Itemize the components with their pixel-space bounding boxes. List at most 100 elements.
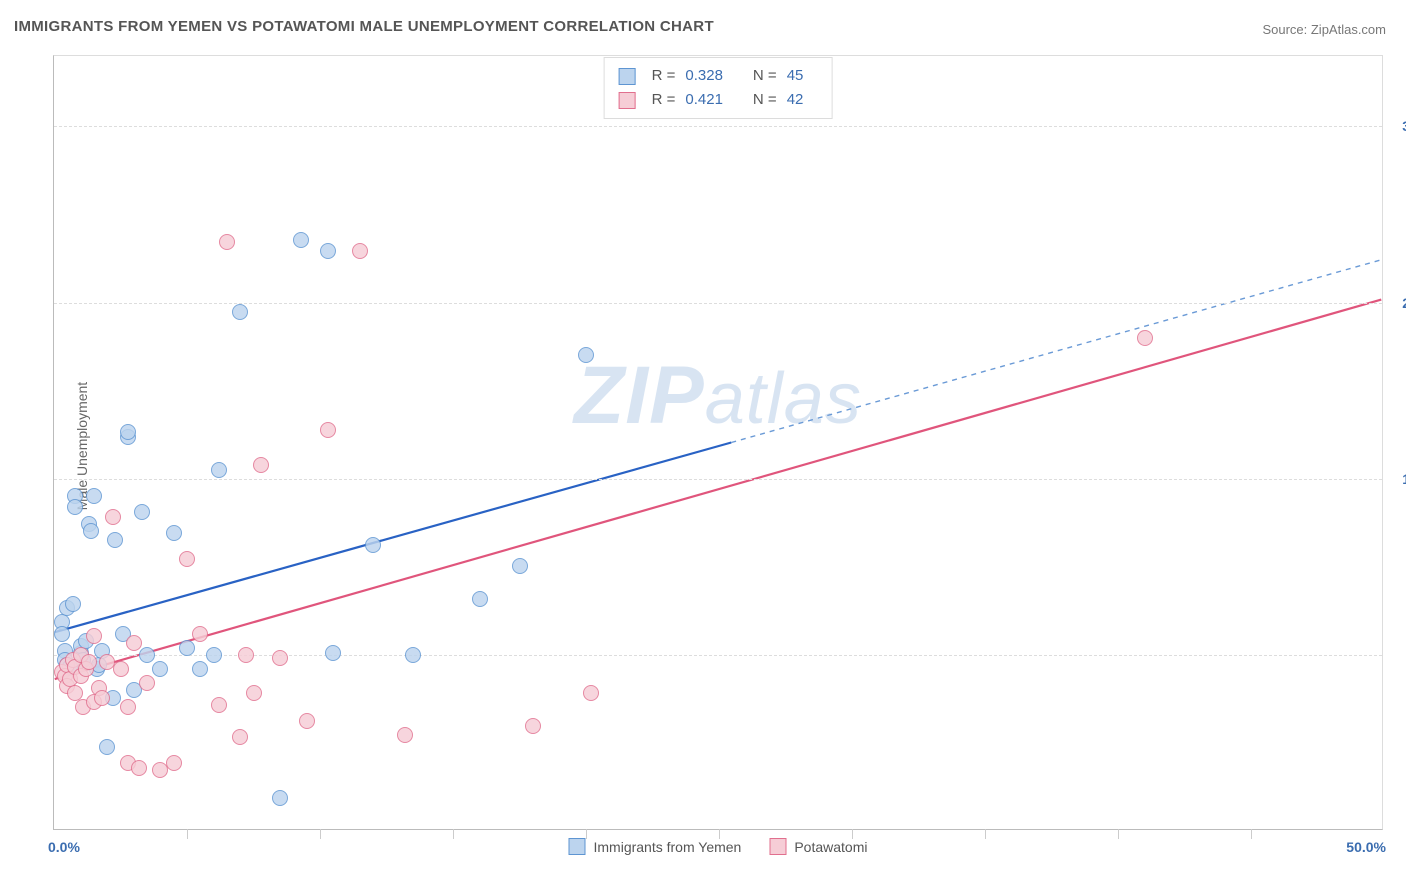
scatter-point [365, 537, 381, 553]
scatter-point [192, 661, 208, 677]
x-tick [320, 829, 321, 839]
stats-row: R = 0.421 N = 42 [619, 88, 818, 112]
correlation-stats-box: R = 0.328 N = 45 R = 0.421 N = 42 [604, 57, 833, 119]
scatter-point [166, 755, 182, 771]
scatter-point [166, 525, 182, 541]
stat-r-value: 0.421 [685, 88, 723, 112]
scatter-point [211, 462, 227, 478]
stats-row: R = 0.328 N = 45 [619, 64, 818, 88]
scatter-point [113, 661, 129, 677]
scatter-point [67, 499, 83, 515]
chart-title: IMMIGRANTS FROM YEMEN VS POTAWATOMI MALE… [14, 18, 714, 35]
legend-item: Immigrants from Yemen [569, 838, 742, 855]
scatter-point [232, 729, 248, 745]
scatter-point [131, 760, 147, 776]
scatter-point [107, 532, 123, 548]
x-axis-max-label: 50.0% [1346, 839, 1386, 855]
trend-line [55, 443, 732, 633]
scatter-point [512, 558, 528, 574]
stat-n-label: N = [753, 64, 777, 88]
scatter-point [81, 654, 97, 670]
stat-n-value: 45 [787, 64, 804, 88]
y-tick-label: 15.0% [1386, 471, 1406, 487]
legend-swatch [769, 838, 786, 855]
scatter-point [246, 685, 262, 701]
scatter-point [525, 718, 541, 734]
legend-label: Immigrants from Yemen [594, 839, 742, 855]
scatter-point [105, 509, 121, 525]
scatter-point [405, 647, 421, 663]
gridline [54, 303, 1382, 304]
trend-line [731, 260, 1381, 443]
watermark: ZIPatlas [574, 349, 862, 443]
source-attribution: Source: ZipAtlas.com [1262, 22, 1386, 37]
legend-swatch [569, 838, 586, 855]
scatter-point [134, 504, 150, 520]
x-tick [453, 829, 454, 839]
legend-swatch [619, 92, 636, 109]
scatter-point [320, 243, 336, 259]
legend-swatch [619, 68, 636, 85]
gridline [54, 126, 1382, 127]
y-tick-label: 7.5% [1386, 647, 1406, 663]
scatter-point [192, 626, 208, 642]
x-tick [1251, 829, 1252, 839]
scatter-point [211, 697, 227, 713]
x-tick [1118, 829, 1119, 839]
scatter-point [65, 596, 81, 612]
watermark-zip: ZIP [574, 350, 705, 441]
watermark-atlas: atlas [705, 359, 862, 439]
scatter-point [219, 234, 235, 250]
x-tick [586, 829, 587, 839]
scatter-point [86, 628, 102, 644]
scatter-point [120, 424, 136, 440]
legend-item: Potawatomi [769, 838, 867, 855]
x-tick [852, 829, 853, 839]
scatter-point [139, 647, 155, 663]
scatter-point [152, 661, 168, 677]
trend-lines-layer [54, 56, 1382, 829]
scatter-point [120, 699, 136, 715]
scatter-point [352, 243, 368, 259]
scatter-point [86, 488, 102, 504]
x-axis-origin-label: 0.0% [48, 839, 80, 855]
y-tick-label: 22.5% [1386, 295, 1406, 311]
stat-n-label: N = [753, 88, 777, 112]
x-tick [719, 829, 720, 839]
stat-r-label: R = [652, 88, 676, 112]
scatter-point [320, 422, 336, 438]
trend-line [55, 300, 1382, 679]
scatter-point [293, 232, 309, 248]
series-legend: Immigrants from Yemen Potawatomi [569, 838, 868, 855]
source-link[interactable]: ZipAtlas.com [1311, 22, 1386, 37]
scatter-point [179, 551, 195, 567]
scatter-point [83, 523, 99, 539]
scatter-point [126, 635, 142, 651]
scatter-point [232, 304, 248, 320]
scatter-point [94, 690, 110, 706]
scatter-point [325, 645, 341, 661]
scatter-point [397, 727, 413, 743]
stat-n-value: 42 [787, 88, 804, 112]
source-label: Source: [1262, 22, 1310, 37]
scatter-point [206, 647, 222, 663]
scatter-point [139, 675, 155, 691]
y-tick-label: 30.0% [1386, 118, 1406, 134]
scatter-point [238, 647, 254, 663]
scatter-point [179, 640, 195, 656]
scatter-point [1137, 330, 1153, 346]
plot-area: ZIPatlas R =0.328N =45R =0.421N =42 0.0%… [53, 55, 1383, 830]
x-tick [985, 829, 986, 839]
scatter-point [253, 457, 269, 473]
scatter-point [54, 626, 70, 642]
stat-r-value: 0.328 [685, 64, 723, 88]
scatter-point [99, 739, 115, 755]
scatter-point [583, 685, 599, 701]
gridline [54, 479, 1382, 480]
scatter-point [272, 790, 288, 806]
scatter-point [578, 347, 594, 363]
legend-label: Potawatomi [794, 839, 867, 855]
stat-r-label: R = [652, 64, 676, 88]
scatter-point [299, 713, 315, 729]
x-tick [187, 829, 188, 839]
